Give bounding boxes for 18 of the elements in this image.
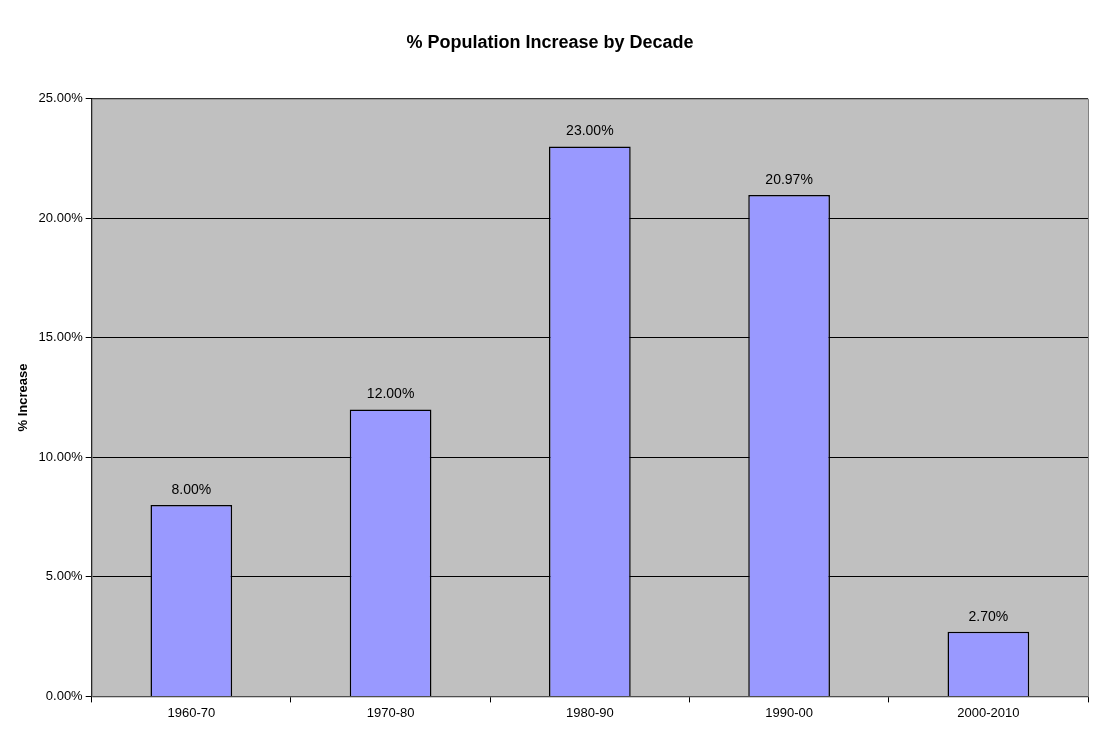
y-axis-title: % Increase [15, 363, 31, 432]
data-label: 8.00% [171, 480, 212, 497]
data-label: 2.70% [968, 607, 1009, 624]
chart-title: % Population Increase by Decade [406, 31, 694, 52]
x-tick-label: 1960-70 [167, 704, 216, 720]
y-tick-label: 10.00% [38, 448, 84, 464]
x-tick-label: 1990-00 [765, 704, 813, 720]
y-tick-label: 5.00% [45, 568, 84, 584]
x-tick-label: 1980-90 [565, 704, 614, 720]
x-tick-label: 1970-80 [366, 704, 415, 720]
x-tick-label: 2000-2010 [957, 704, 1020, 720]
data-label: 20.97% [765, 170, 813, 187]
y-tick-label: 15.00% [38, 329, 84, 345]
data-label: 12.00% [366, 385, 415, 402]
y-tick-label: 25.00% [38, 90, 84, 106]
y-tick-label: 20.00% [38, 209, 84, 225]
y-tick-label: 0.00% [45, 687, 84, 703]
data-label: 23.00% [566, 122, 614, 139]
